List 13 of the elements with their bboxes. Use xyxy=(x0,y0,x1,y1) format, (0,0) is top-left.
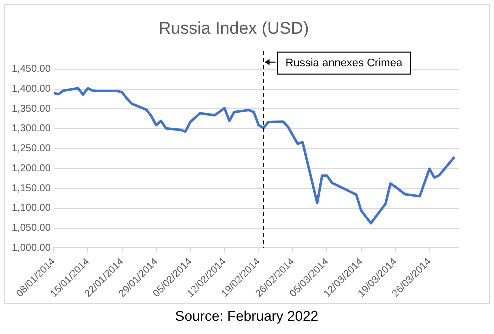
source-note: Source: February 2022 xyxy=(174,308,320,324)
y-tick-label: 1,250.00 xyxy=(12,144,52,155)
y-tick-label: 1,300.00 xyxy=(12,124,52,135)
y-tick-label: 1,150.00 xyxy=(12,183,52,194)
y-tick-label: 1,400.00 xyxy=(12,84,52,96)
chart-title: Russia Index (USD) xyxy=(158,18,310,38)
y-tick-label: 1,000.00 xyxy=(12,242,52,254)
ref-line-label: Russia annexes Crimea xyxy=(286,57,404,70)
y-tick-label: 1,200.00 xyxy=(12,163,52,174)
y-tick-label: 1,450.00 xyxy=(12,64,52,76)
y-tick-label: 1,100.00 xyxy=(12,203,52,214)
y-tick-label: 1,050.00 xyxy=(12,223,52,234)
y-tick-label: 1,350.00 xyxy=(12,104,52,115)
